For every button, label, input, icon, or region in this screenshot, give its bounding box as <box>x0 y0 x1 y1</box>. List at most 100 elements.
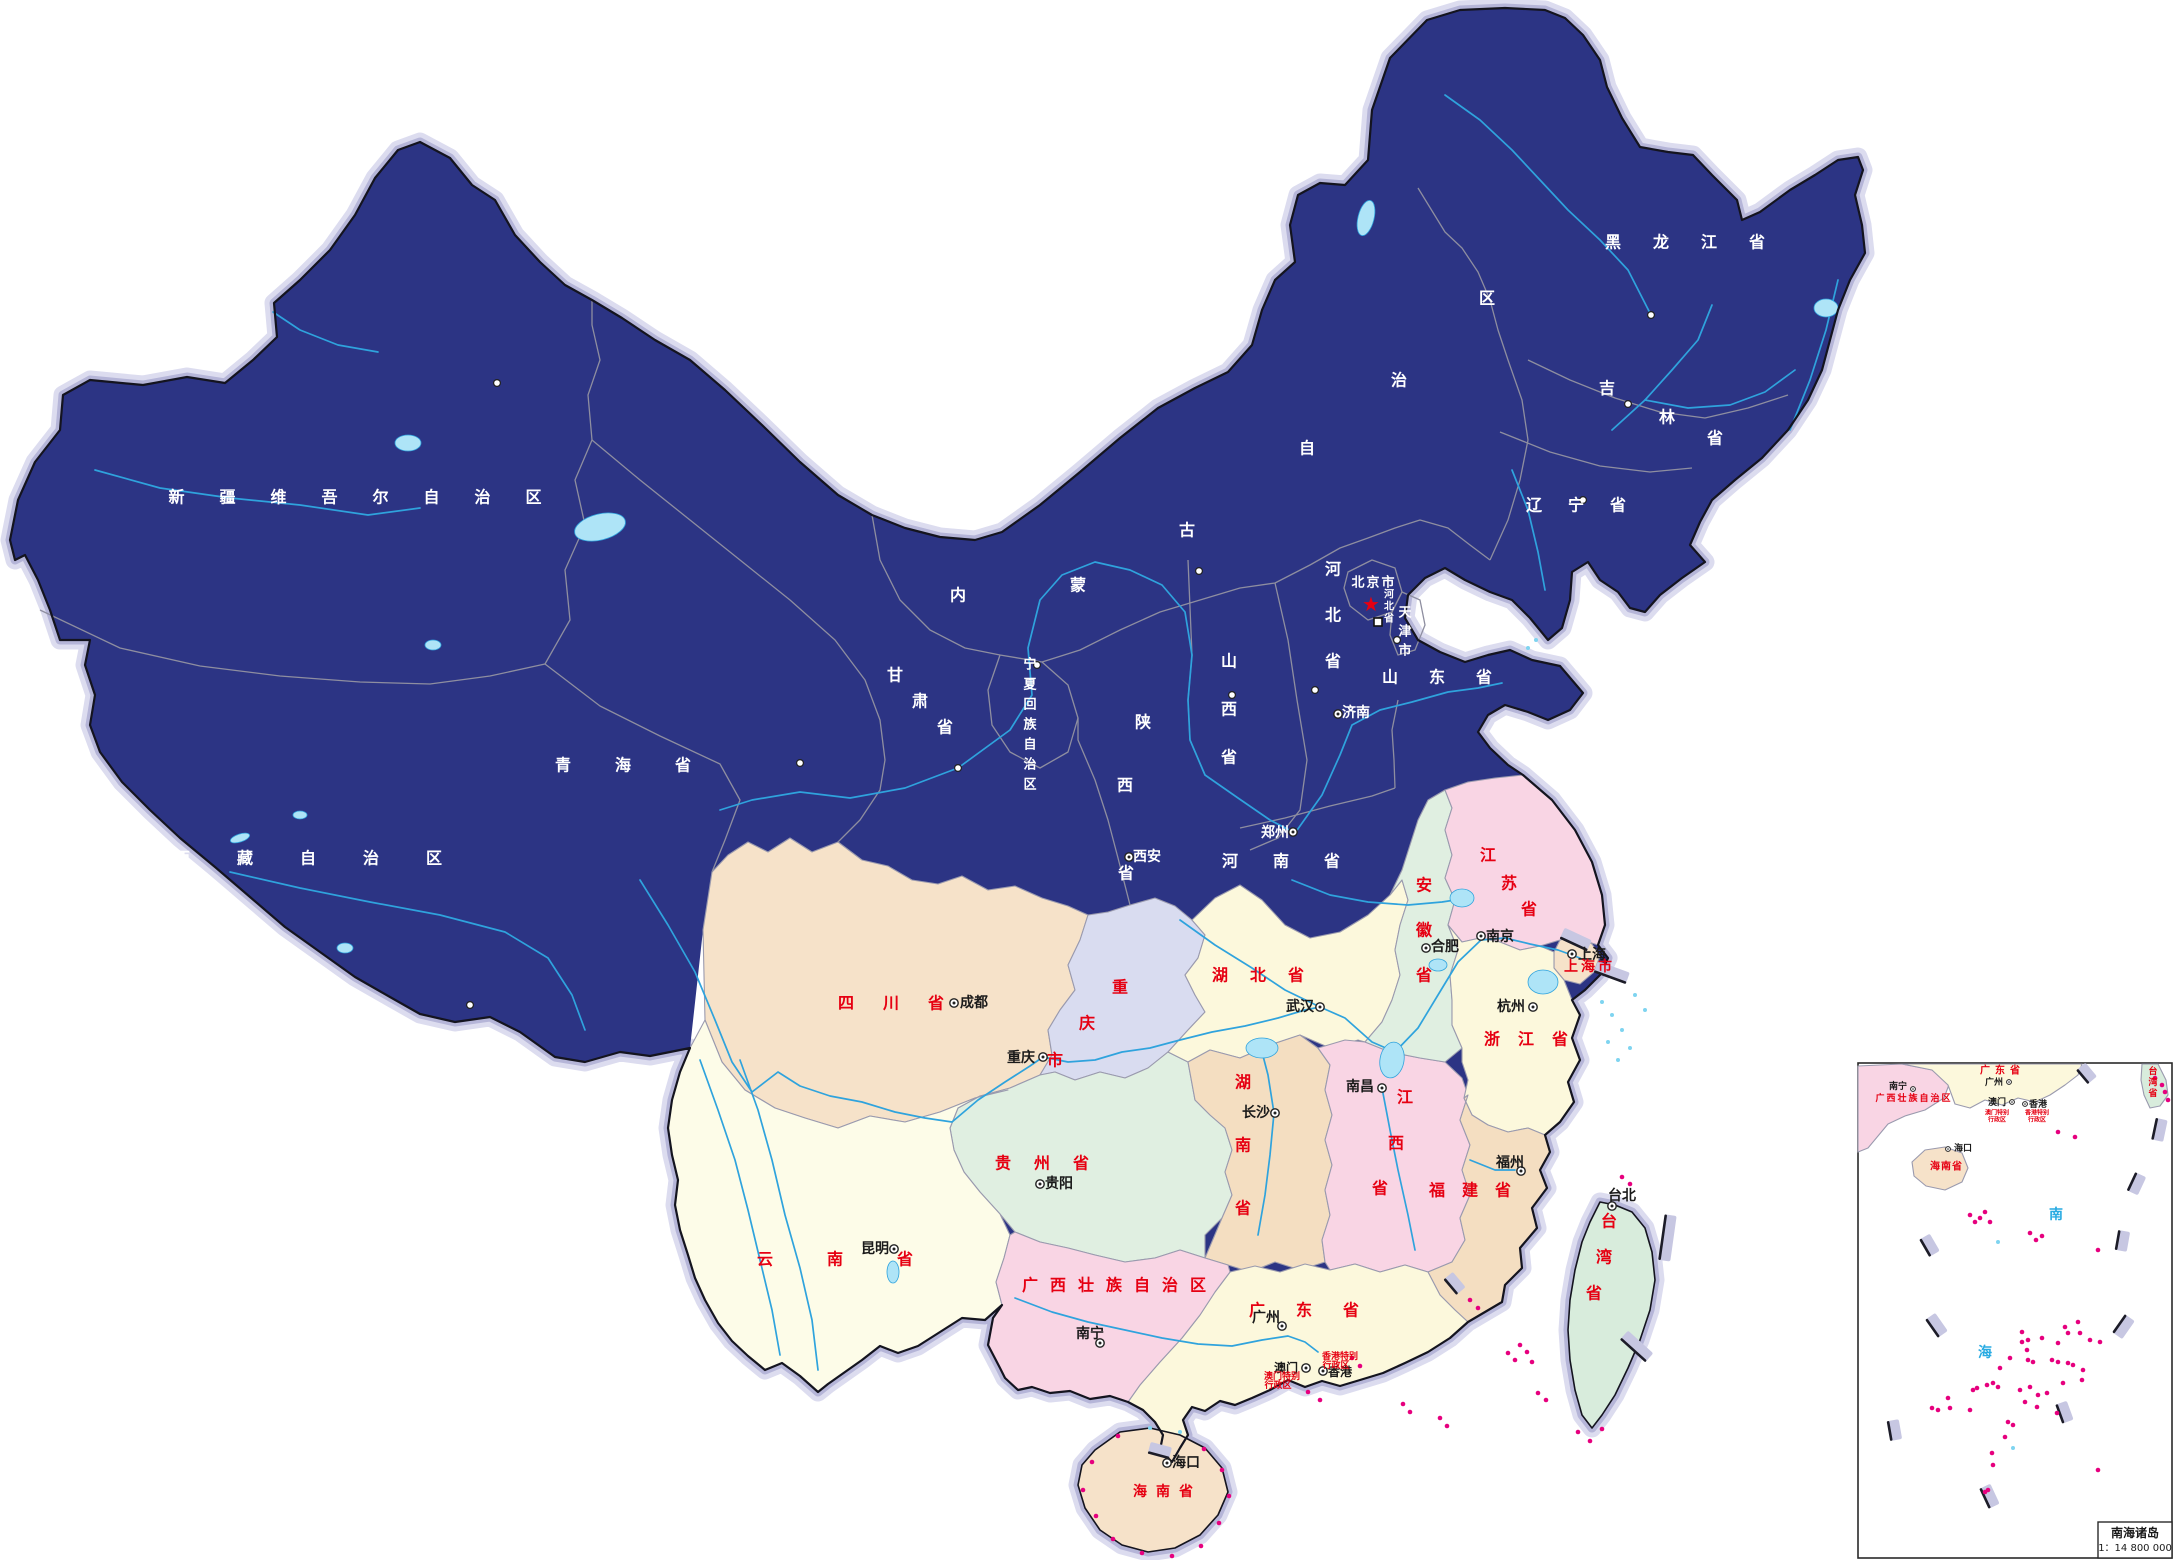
inset-scale: 1：14 800 000 <box>2098 1543 2172 1554</box>
map-label-广西壮族自治区: 区 <box>1941 1093 1950 1104</box>
island-dot <box>1115 1433 1121 1439</box>
islet-dot <box>1996 1240 2000 1244</box>
city-marker-dot-南昌 <box>1380 1086 1384 1090</box>
dash-body <box>1659 1214 1677 1262</box>
map-label-西藏自治区: 西 <box>174 849 190 868</box>
map-label-北京市: 市 <box>1381 575 1394 591</box>
map-label-湖北省: 北 <box>1250 966 1266 985</box>
map-label-广西壮族自治区: 区 <box>1190 1276 1206 1295</box>
dash-edge <box>2114 1230 2121 1250</box>
map-label-广西壮族自治区: 壮 <box>1897 1092 1906 1104</box>
island-dot <box>1984 1382 1990 1388</box>
map-label-宁夏回族自治区: 自 <box>1023 737 1036 753</box>
dash-body <box>2077 1063 2097 1083</box>
city-marker-dot-南京 <box>1479 934 1483 938</box>
map-label-宁夏回族自治区: 治 <box>1023 757 1036 773</box>
island-dot <box>1945 1395 1951 1401</box>
map-label-广东省: 省 <box>2009 1064 2020 1077</box>
map-label-安徽省: 徽 <box>1415 921 1433 940</box>
islet-dot <box>1600 1000 1604 1004</box>
map-label-山西省: 西 <box>1221 700 1237 719</box>
dash-body <box>2113 1315 2135 1339</box>
map-label-黑龙江省: 省 <box>1748 233 1765 252</box>
city-marker-dot-南宁 <box>1098 1341 1102 1345</box>
map-label-河南省: 南 <box>1273 852 1289 871</box>
island-dot <box>1982 1489 1988 1495</box>
island-dot <box>2027 1230 2033 1236</box>
city-label-福州: 福州 <box>1495 1154 1524 1171</box>
city-label-贵阳: 贵阳 <box>1045 1175 1073 1192</box>
map-label-行政区: 行政区 <box>1987 1116 2006 1124</box>
dash-segment <box>1594 961 1630 984</box>
city-marker-unnamed <box>1310 685 1319 694</box>
island-dot <box>1972 1219 1978 1225</box>
map-label-河南省: 河 <box>1222 852 1238 871</box>
map-label-江: 江 <box>1397 1088 1413 1107</box>
island-dot <box>1444 1423 1450 1429</box>
city-label-杭州: 杭州 <box>1497 998 1525 1015</box>
dash-edge <box>1147 1451 1170 1460</box>
island-dot <box>2035 1392 2041 1398</box>
map-label-澳门特别: 澳门特别 <box>1264 1370 1300 1382</box>
map-label-云南省: 云 <box>757 1250 773 1269</box>
city-marker-dot-重庆 <box>1041 1055 1045 1059</box>
map-label-海南省: 省 <box>1178 1483 1193 1500</box>
map-label-澳门特别: 澳门特别 <box>1985 1109 2009 1117</box>
island-dot <box>1317 1397 1323 1403</box>
map-label-四川省: 省 <box>927 994 944 1013</box>
map-label-重: 重 <box>1112 978 1128 997</box>
island-dot <box>2165 1097 2171 1103</box>
city-marker-dot-昆明 <box>892 1247 896 1251</box>
island-dot <box>1226 1493 1232 1499</box>
islet-dot <box>1616 1058 1620 1062</box>
inset-title: 南海诸岛 <box>2111 1525 2159 1540</box>
island-dot <box>1599 1426 1605 1432</box>
city-label-香港: 香港 <box>1327 1364 1353 1379</box>
island-dot <box>2152 1075 2158 1081</box>
map-label-新疆维吾尔自治区: 疆 <box>219 488 235 507</box>
map-label-宁夏回族自治区: 夏 <box>1022 678 1037 693</box>
map-label-北京市: 京 <box>1366 575 1379 591</box>
island-dot <box>2087 1337 2093 1343</box>
island-dot <box>1357 1363 1363 1369</box>
map-label-安徽省: 安 <box>1416 876 1432 895</box>
island-dot <box>1407 1409 1413 1415</box>
map-label-北京市: 北 <box>1351 576 1364 591</box>
map-label-辽宁省: 宁 <box>1568 496 1584 515</box>
city-label-济南: 济南 <box>1342 704 1370 721</box>
island-dot <box>2159 1082 2165 1088</box>
island-dot <box>1990 1380 1996 1386</box>
island-dot <box>2025 1357 2031 1363</box>
city-marker-dot-武汉 <box>1318 1005 1322 1009</box>
island-dot <box>2097 1339 2103 1345</box>
map-label-上海市: 海 <box>1581 958 1595 975</box>
city-marker-dot-合肥 <box>1424 946 1428 950</box>
island-dot <box>1977 1215 1983 1221</box>
map-label-蒙: 蒙 <box>1070 576 1086 595</box>
city-label-澳门: 澳门 <box>1274 1360 1298 1375</box>
map-label-青海省: 海 <box>615 756 631 775</box>
island-dot <box>2022 1399 2028 1405</box>
map-label-肃: 肃 <box>912 692 928 711</box>
province-jiangsu <box>1444 774 1606 951</box>
dash-segment <box>1925 1313 1948 1338</box>
map-label-广东省: 东 <box>1995 1064 2005 1077</box>
map-labels: 新疆维吾尔自治区西藏自治区青海省甘肃省内蒙古自治区宁夏回族自治区陕西省山西省河北… <box>168 233 2157 1501</box>
map-label-香港特别: 香港特别 <box>2024 1109 2049 1117</box>
island-dot <box>1512 1357 1518 1363</box>
dash-segment <box>2114 1230 2130 1252</box>
map-label-宁夏回族自治区: 宁 <box>1023 657 1036 673</box>
island-dot <box>1982 1209 1988 1215</box>
dash-segment <box>2127 1172 2146 1195</box>
dash-segment <box>2151 1118 2168 1142</box>
dash-edge <box>1979 1488 1991 1509</box>
dash-segment <box>1620 1331 1653 1362</box>
map-label-海南省: 南 <box>1941 1160 1951 1173</box>
city-marker-dot-西安 <box>1127 855 1131 859</box>
map-label-广东省: 东 <box>1296 1301 1312 1320</box>
dash-edge <box>2076 1069 2090 1084</box>
island-dot <box>1535 1390 1541 1396</box>
city-marker-dot-澳门 <box>1304 1366 1308 1370</box>
dash-edge <box>1620 1338 1647 1362</box>
